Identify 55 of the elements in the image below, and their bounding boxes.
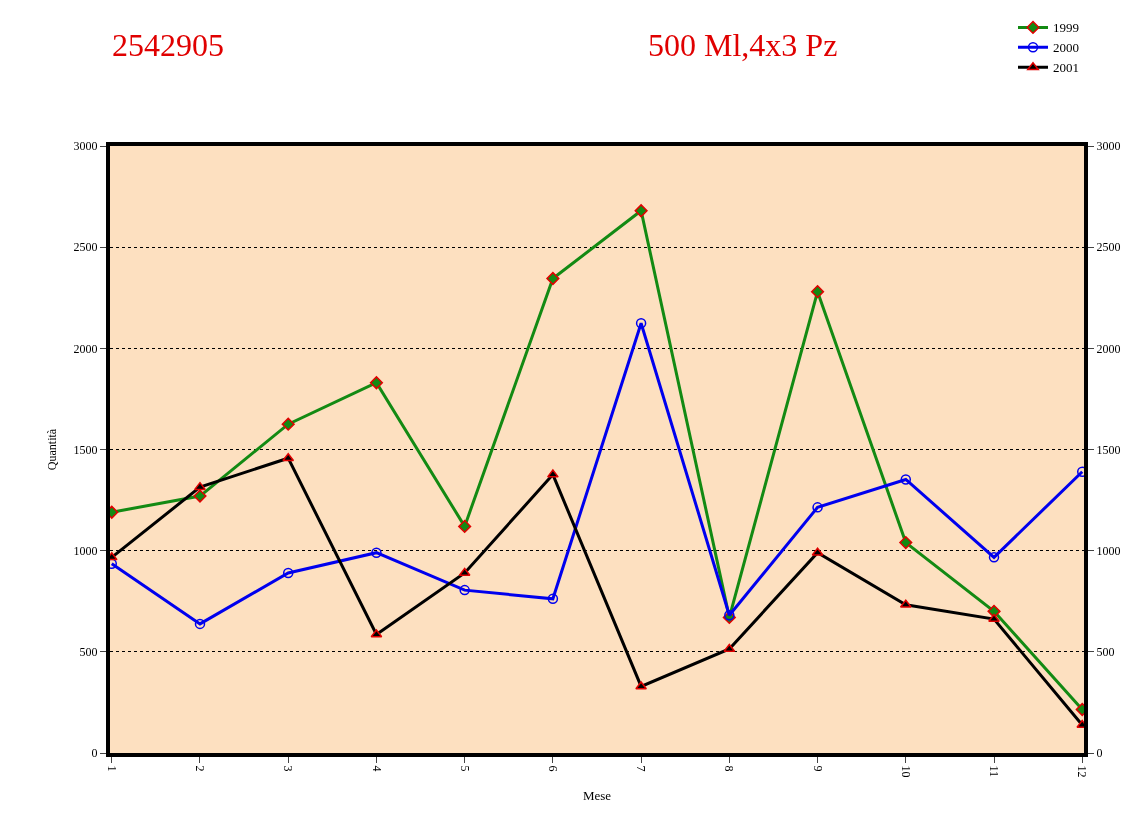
point xyxy=(458,519,472,533)
point xyxy=(810,285,825,299)
point xyxy=(812,502,823,513)
x-tick-label: 12 xyxy=(1075,765,1090,778)
x-tick-label: 1 xyxy=(104,765,119,772)
point xyxy=(369,376,384,390)
x-tick-label: 10 xyxy=(898,765,913,778)
x-tick-label: 6 xyxy=(545,765,560,772)
point xyxy=(724,609,735,621)
y2-tick-label: 0 xyxy=(1096,746,1103,761)
point xyxy=(282,567,294,579)
x-tick-label: 5 xyxy=(457,765,472,772)
x-tick-label: 3 xyxy=(281,765,296,772)
y-tick-label: 1000 xyxy=(73,543,98,558)
x-tick-label: 9 xyxy=(810,765,825,772)
x-tick-label: 7 xyxy=(634,765,649,772)
point xyxy=(281,417,295,431)
y2-tick-label: 3000 xyxy=(1096,139,1121,154)
y2-tick-label: 1000 xyxy=(1096,543,1121,558)
point xyxy=(282,452,295,462)
x-tick-label: 8 xyxy=(722,765,737,772)
y-tick-label: 1500 xyxy=(73,442,98,457)
y2-tick-label: 2000 xyxy=(1096,341,1121,356)
point xyxy=(194,481,206,491)
point xyxy=(459,584,470,596)
x-axis-title: Mese xyxy=(582,787,612,803)
point xyxy=(194,618,206,630)
point xyxy=(900,474,912,485)
y-tick-label: 2500 xyxy=(73,240,98,255)
y-tick-label: 2000 xyxy=(73,341,98,356)
point xyxy=(371,547,382,558)
y-tick-label: 0 xyxy=(91,746,98,761)
point xyxy=(546,271,560,286)
y2-tick-label: 2500 xyxy=(1096,240,1121,255)
x-tick-label: 4 xyxy=(369,765,384,772)
point xyxy=(635,317,647,329)
point xyxy=(634,204,648,218)
chart-subtitle: 500 Ml,4x3 Pz xyxy=(648,27,838,63)
y2-tick-label: 1500 xyxy=(1096,442,1121,457)
y-tick-label: 500 xyxy=(79,645,98,660)
x-tick-label: 2 xyxy=(193,765,208,772)
point xyxy=(988,552,1000,563)
legend-label: 2000 xyxy=(1053,40,1079,56)
legend-label: 2001 xyxy=(1053,60,1079,76)
y2-tick-label: 500 xyxy=(1096,645,1115,660)
point xyxy=(193,489,207,503)
point xyxy=(547,593,559,605)
chart-title: 2542905 xyxy=(112,27,224,63)
point xyxy=(987,604,1001,618)
y-tick-label: 3000 xyxy=(73,139,98,154)
y-axis-title: Quantità xyxy=(45,428,60,471)
point xyxy=(899,535,913,550)
legend-label: 1999 xyxy=(1053,20,1079,36)
x-tick-label: 11 xyxy=(987,765,1002,777)
point xyxy=(988,613,1000,623)
